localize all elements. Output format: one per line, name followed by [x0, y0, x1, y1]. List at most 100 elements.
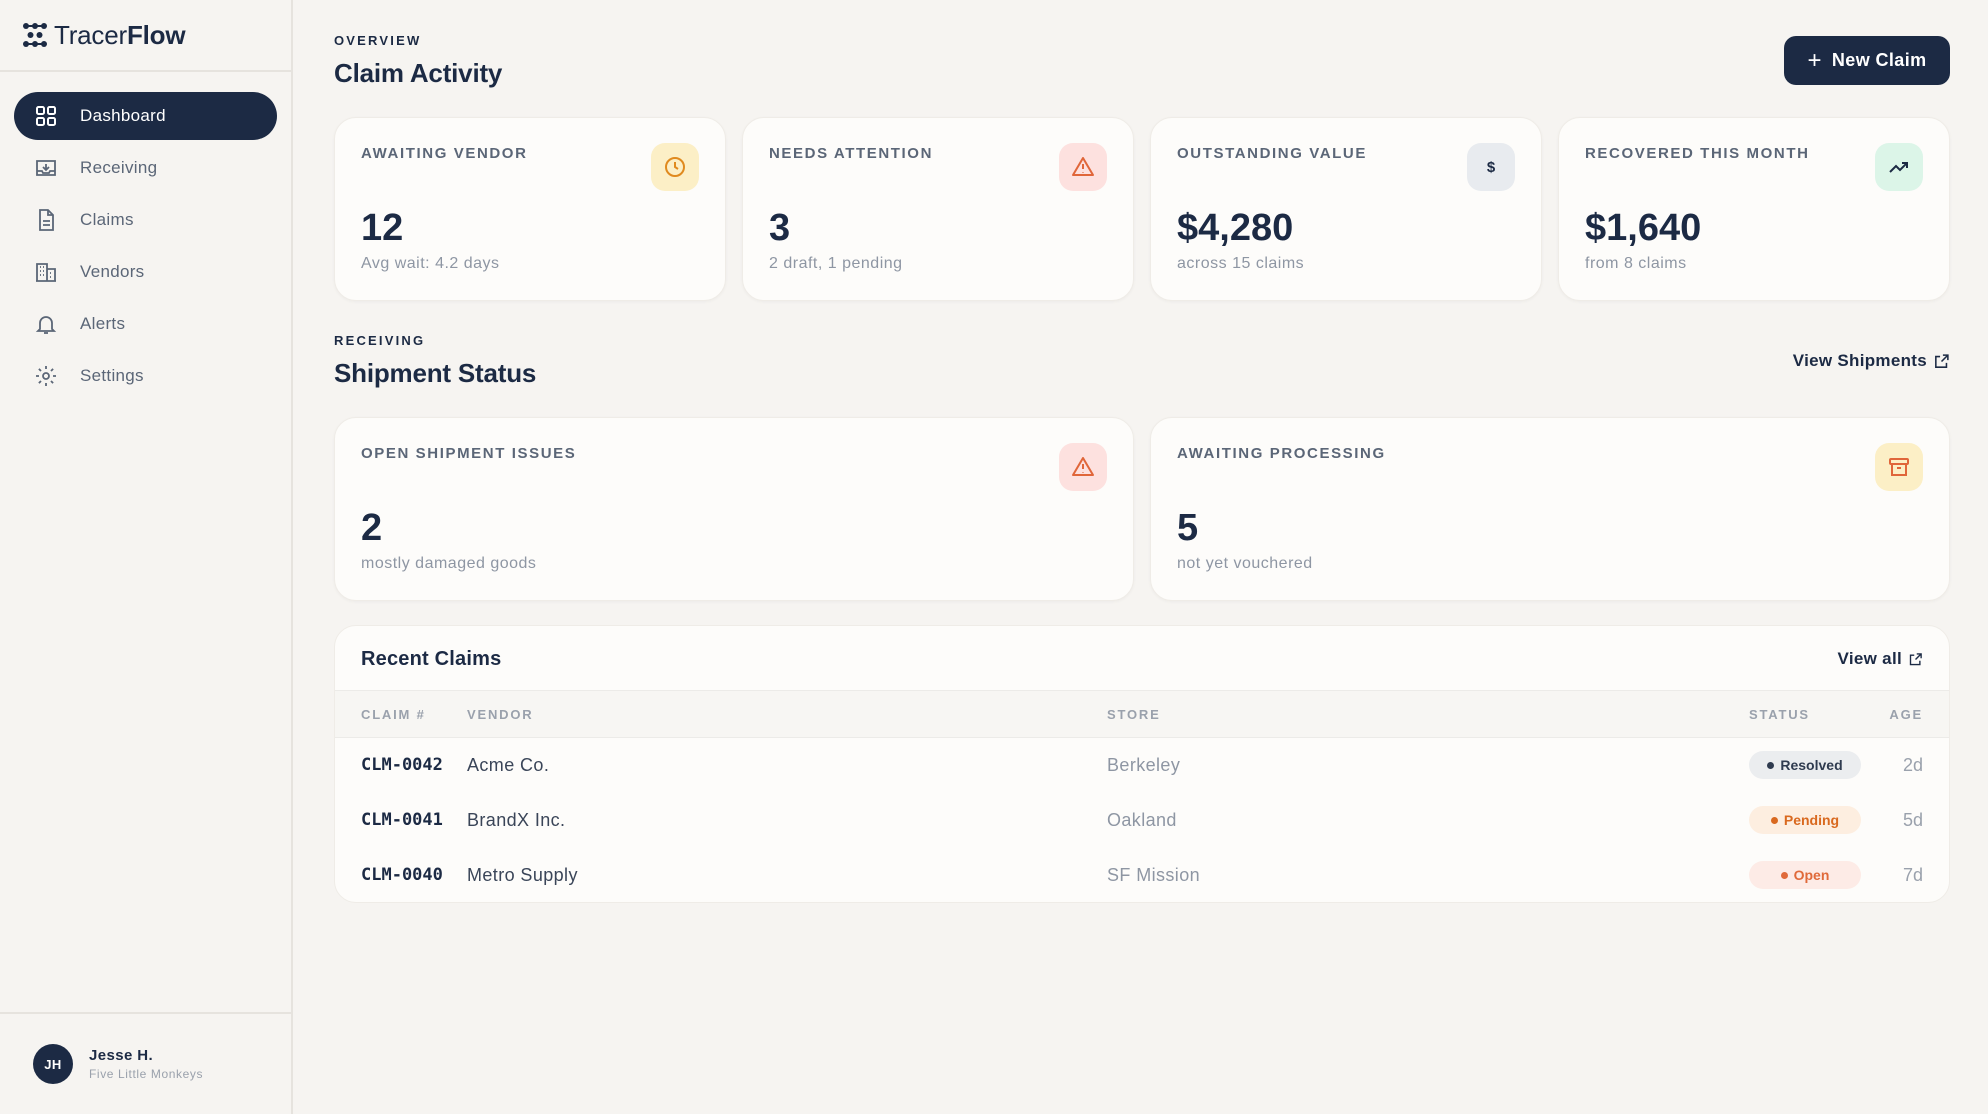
- plus-icon: +: [1807, 46, 1822, 74]
- recent-claims-title: Recent Claims: [361, 648, 502, 670]
- claim-vendor: Metro Supply: [467, 865, 578, 885]
- stat-label: OUTSTANDING VALUE: [1177, 145, 1367, 162]
- claim-age: 7d: [1902, 865, 1923, 885]
- stat-label: NEEDS ATTENTION: [769, 145, 934, 162]
- stat-label: AWAITING VENDOR: [361, 145, 528, 162]
- stat-subtext: not yet vouchered: [1177, 555, 1313, 572]
- receiving-header: RECEIVING Shipment Status: [334, 333, 536, 389]
- claim-activity-cards: AWAITING VENDOR 12 Avg wait: 4.2 days NE…: [334, 117, 1950, 301]
- claim-vendor: BrandX Inc.: [467, 810, 566, 830]
- stat-subtext: Avg wait: 4.2 days: [361, 255, 500, 272]
- dashboard-icon: [34, 104, 58, 128]
- sidebar-item-settings[interactable]: Settings: [14, 352, 277, 400]
- new-claim-label: New Claim: [1831, 50, 1927, 70]
- sidebar-item-label: Alerts: [80, 314, 126, 333]
- stat-label: OPEN SHIPMENT ISSUES: [361, 445, 577, 462]
- sidebar-item-receiving[interactable]: Receiving: [14, 144, 277, 192]
- claim-store: SF Mission: [1107, 865, 1201, 885]
- shipment-status-cards: OPEN SHIPMENT ISSUES 2 mostly damaged go…: [334, 417, 1950, 601]
- clock-icon: [651, 143, 699, 191]
- view-shipments-label: View Shipments: [1792, 351, 1927, 370]
- claim-age: 5d: [1902, 810, 1923, 830]
- claim-store: Berkeley: [1107, 755, 1181, 775]
- stat-card-awaiting-vendor[interactable]: AWAITING VENDOR 12 Avg wait: 4.2 days: [334, 117, 726, 301]
- claim-store: Oakland: [1107, 810, 1177, 830]
- document-icon: [34, 208, 58, 232]
- page-title: Claim Activity: [334, 58, 503, 88]
- table-header: CLAIM # VENDOR STORE STATUS AGE: [335, 690, 1949, 738]
- claim-id[interactable]: CLM-0042: [361, 755, 443, 775]
- section-eyebrow: RECEIVING: [334, 333, 426, 348]
- stat-label: RECOVERED THIS MONTH: [1585, 145, 1810, 162]
- sidebar-nav: Dashboard Receiving Claims Vendors Alert…: [0, 72, 291, 400]
- building-icon: [34, 260, 58, 284]
- stat-card-needs-attention[interactable]: NEEDS ATTENTION 3 2 draft, 1 pending: [742, 117, 1134, 301]
- sidebar-item-label: Dashboard: [80, 106, 166, 125]
- trending-up-icon: [1875, 143, 1923, 191]
- stat-value: 5: [1177, 507, 1199, 549]
- user-profile[interactable]: JH Jesse H. Five Little Monkeys: [0, 1012, 291, 1114]
- table-row[interactable]: CLM-0042 Acme Co. Berkeley Resolved 2d: [335, 738, 1949, 793]
- new-claim-button[interactable]: + New Claim: [1784, 36, 1950, 85]
- column-header-claim[interactable]: CLAIM #: [361, 707, 426, 722]
- sidebar: TracerFlow Dashboard Receiving Claims Ve…: [0, 0, 293, 1114]
- table-row[interactable]: CLM-0040 Metro Supply SF Mission Open 7d: [335, 848, 1949, 902]
- svg-text:$: $: [1487, 159, 1496, 176]
- view-all-link[interactable]: View all: [1838, 649, 1923, 669]
- stat-value: $4,280: [1177, 207, 1294, 249]
- brand-name: TracerFlow: [54, 19, 186, 50]
- view-shipments-link[interactable]: View Shipments: [1793, 351, 1950, 371]
- stat-card-recovered[interactable]: RECOVERED THIS MONTH $1,640 from 8 claim…: [1558, 117, 1950, 301]
- external-link-icon: [1909, 652, 1922, 665]
- claim-id[interactable]: CLM-0040: [361, 865, 443, 885]
- stat-card-open-issues[interactable]: OPEN SHIPMENT ISSUES 2 mostly damaged go…: [334, 417, 1134, 601]
- sidebar-item-dashboard[interactable]: Dashboard: [14, 92, 277, 140]
- column-header-store[interactable]: STORE: [1107, 707, 1161, 722]
- status-badge: Pending: [1749, 806, 1861, 834]
- stat-value: 12: [361, 207, 404, 249]
- sidebar-item-label: Vendors: [80, 262, 145, 281]
- status-dot-icon: [1780, 871, 1788, 879]
- status-badge: Resolved: [1749, 751, 1861, 779]
- column-header-vendor[interactable]: VENDOR: [467, 707, 534, 722]
- sidebar-item-label: Receiving: [80, 158, 158, 177]
- brand-logo-icon: [23, 23, 47, 47]
- column-header-age[interactable]: AGE: [1889, 707, 1923, 722]
- section-eyebrow: OVERVIEW: [334, 33, 422, 48]
- user-org: Five Little Monkeys: [89, 1067, 204, 1081]
- stat-card-outstanding-value[interactable]: OUTSTANDING VALUE $ $4,280 across 15 cla…: [1150, 117, 1542, 301]
- status-badge: Open: [1749, 861, 1861, 889]
- sidebar-item-claims[interactable]: Claims: [14, 196, 277, 244]
- view-all-label: View all: [1837, 649, 1902, 668]
- warning-icon: [1059, 443, 1107, 491]
- status-dot-icon: [1770, 816, 1778, 824]
- section-title: Shipment Status: [334, 358, 537, 388]
- claims-table: CLAIM # VENDOR STORE STATUS AGE CLM-0042…: [335, 690, 1949, 902]
- sidebar-item-alerts[interactable]: Alerts: [14, 300, 277, 348]
- stat-card-awaiting-processing[interactable]: AWAITING PROCESSING 5 not yet vouchered: [1150, 417, 1950, 601]
- sidebar-item-vendors[interactable]: Vendors: [14, 248, 277, 296]
- stat-label: AWAITING PROCESSING: [1177, 445, 1386, 462]
- archive-icon: [1875, 443, 1923, 491]
- status-dot-icon: [1767, 761, 1775, 769]
- claim-id[interactable]: CLM-0041: [361, 810, 443, 830]
- stat-subtext: from 8 claims: [1585, 255, 1687, 272]
- overview-header: OVERVIEW Claim Activity: [334, 33, 502, 89]
- table-row[interactable]: CLM-0041 BrandX Inc. Oakland Pending 5d: [335, 793, 1949, 848]
- stat-value: 2: [361, 507, 383, 549]
- user-name: Jesse H.: [89, 1047, 154, 1064]
- claim-vendor: Acme Co.: [467, 755, 550, 775]
- claim-age: 2d: [1902, 755, 1923, 775]
- column-header-status[interactable]: STATUS: [1749, 707, 1810, 722]
- inbox-icon: [34, 156, 58, 180]
- warning-icon: [1059, 143, 1107, 191]
- stat-subtext: 2 draft, 1 pending: [769, 255, 903, 272]
- stat-subtext: mostly damaged goods: [361, 555, 537, 572]
- brand-logo[interactable]: TracerFlow: [0, 0, 291, 72]
- sidebar-item-label: Settings: [80, 366, 144, 385]
- dollar-icon: $: [1467, 143, 1515, 191]
- stat-value: 3: [769, 207, 791, 249]
- sidebar-item-label: Claims: [80, 210, 134, 229]
- main-content: OVERVIEW Claim Activity + New Claim AWAI…: [334, 0, 1950, 1114]
- recent-claims-panel: Recent Claims View all CLAIM # VENDOR ST…: [334, 625, 1950, 903]
